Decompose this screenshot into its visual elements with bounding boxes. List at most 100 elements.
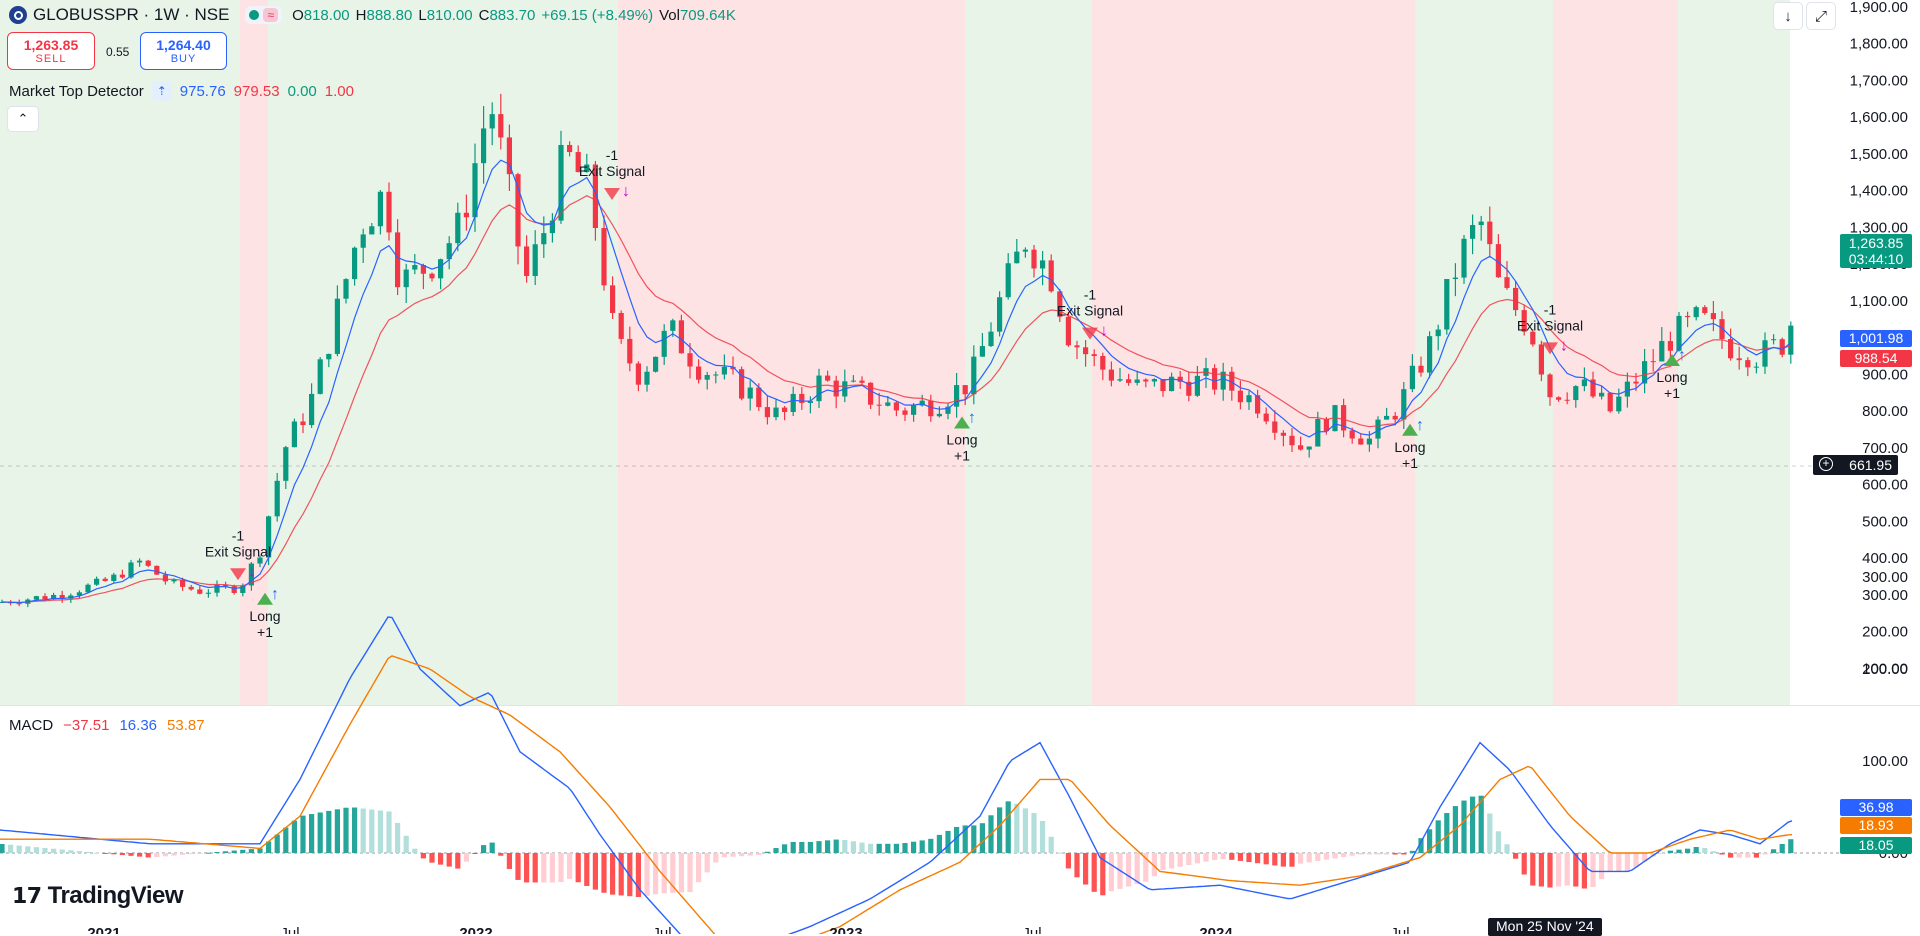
tradingview-logo[interactable]: 𝟭𝟳 TradingView — [12, 882, 184, 909]
price-tick-label: 1,300.00 — [1850, 219, 1908, 236]
macd-histogram-bar — [1538, 853, 1544, 887]
candle-body — [790, 393, 796, 412]
macd-histogram-bar — [1289, 853, 1295, 867]
macd-histogram-bar — [1332, 853, 1338, 859]
macd-histogram-bar — [1074, 853, 1080, 878]
moving-averages — [1, 159, 1792, 604]
candle-body — [885, 402, 891, 406]
indicator-name[interactable]: Market Top Detector — [9, 82, 144, 100]
symbol-header: GLOBUSSPR · 1W · NSE ≈ O 818.00 H 888.80 L… — [0, 0, 742, 30]
macd-histogram-bar — [162, 853, 168, 857]
candle-body — [1280, 432, 1286, 436]
region-red — [618, 0, 965, 705]
macd-histogram-bar — [205, 852, 211, 854]
candle-body — [558, 144, 564, 221]
candle-body — [1237, 390, 1243, 403]
macd-histogram-bar — [1633, 853, 1639, 868]
candle-body — [988, 331, 994, 347]
macd-histogram-bar — [610, 853, 616, 895]
candle-body — [567, 144, 573, 153]
macd-histogram-bar — [369, 809, 375, 853]
macd-histogram-bar — [1057, 852, 1063, 854]
candle-body — [1177, 376, 1183, 382]
macd-histogram-bar — [558, 853, 564, 883]
macd-histogram-bar — [1375, 853, 1381, 855]
time-tick-label: Jul — [652, 925, 671, 934]
candle-body — [979, 346, 985, 357]
market-status[interactable]: ≈ — [245, 6, 283, 24]
candle-body — [76, 592, 82, 596]
macd-histogram-bar — [489, 842, 495, 853]
signal-value-label: +1 — [1664, 385, 1680, 401]
macd-histogram-bar — [1169, 853, 1175, 869]
candle-body — [1564, 399, 1570, 401]
macd-histogram-bar — [8, 844, 14, 853]
candle-body — [1315, 419, 1321, 447]
fullscreen-icon[interactable]: ⤢ — [1806, 2, 1836, 30]
macd-histogram-bar — [833, 839, 839, 853]
indicator-legend[interactable]: Market Top Detector ⇡ 975.76 979.53 0.00… — [9, 81, 354, 101]
symbol-title[interactable]: GLOBUSSPR · 1W · NSE — [33, 5, 230, 24]
macd-histogram-bar — [0, 843, 5, 853]
long-signal-label: Long — [249, 608, 280, 624]
trend-icon[interactable]: ⇡ — [151, 81, 172, 101]
last-price-badge: 1,263.85 03:44:10 — [1840, 234, 1912, 268]
macd-legend[interactable]: MACD −37.51 16.36 53.87 — [9, 717, 205, 734]
candle-body — [498, 114, 504, 138]
candle-body — [524, 246, 530, 277]
download-icon[interactable]: ↓ — [1773, 2, 1803, 30]
price-tick-label: 800.00 — [1862, 403, 1908, 420]
candle-body — [205, 592, 211, 594]
candle-body — [1091, 354, 1097, 357]
candle-body — [541, 233, 547, 245]
macd-histogram-bar — [223, 851, 229, 853]
macd-histogram-bar — [971, 825, 977, 853]
macd-histogram-bar — [429, 853, 435, 863]
candle-body — [1607, 392, 1613, 412]
macd-histogram-bar — [885, 843, 891, 853]
region-green — [965, 0, 1092, 705]
macd-histogram-bar — [1581, 853, 1587, 889]
collapse-legend-button[interactable]: ⌃ — [7, 106, 39, 132]
macd-histogram-bar — [472, 853, 478, 854]
macd-histogram-bar — [1667, 850, 1673, 853]
macd-histogram-bar — [799, 841, 805, 853]
candle-body — [395, 232, 401, 288]
macd-value-badge: 36.98 — [1840, 799, 1912, 816]
macd-histogram-bar — [876, 843, 882, 853]
macd-histogram-bar — [1100, 853, 1106, 896]
signal-value-label: +1 — [954, 447, 970, 463]
macd-histogram-bar — [1229, 853, 1235, 860]
long-signal-label: Long — [946, 431, 977, 447]
plus-circle-icon[interactable]: + — [1819, 457, 1833, 471]
long-signal-label: Long — [1656, 369, 1687, 385]
candle-body — [1556, 397, 1562, 400]
candle-body — [197, 589, 203, 594]
candle-body — [635, 363, 641, 385]
macd-histogram-bar — [1444, 813, 1450, 853]
candle-body — [1401, 389, 1407, 420]
price-tick-label: 700.00 — [1862, 440, 1908, 457]
candle-body — [799, 393, 805, 403]
candle-body — [627, 338, 633, 364]
candle-body — [51, 594, 57, 600]
candle-body — [825, 375, 831, 381]
down-arrow-icon: ↓ — [622, 183, 630, 200]
sell-button[interactable]: 1,263.85 SELL — [7, 32, 95, 70]
candle-body — [223, 584, 229, 587]
macd-histogram-bar — [412, 848, 418, 853]
candle-body — [1392, 415, 1398, 420]
macd-histogram-bar — [1719, 853, 1725, 855]
buy-button[interactable]: 1,264.40 BUY — [140, 32, 227, 70]
macd-histogram-bar — [197, 853, 203, 854]
macd-line — [0, 616, 1793, 934]
candle-body — [1040, 260, 1046, 269]
candle-body — [936, 413, 942, 417]
long-triangle-marker — [257, 592, 273, 605]
macd-histogram-bar — [997, 807, 1003, 853]
candle-body — [1031, 249, 1037, 269]
candle-body — [532, 244, 538, 277]
macd-histogram-bar — [1212, 853, 1218, 860]
macd-histogram-bar — [850, 841, 856, 853]
